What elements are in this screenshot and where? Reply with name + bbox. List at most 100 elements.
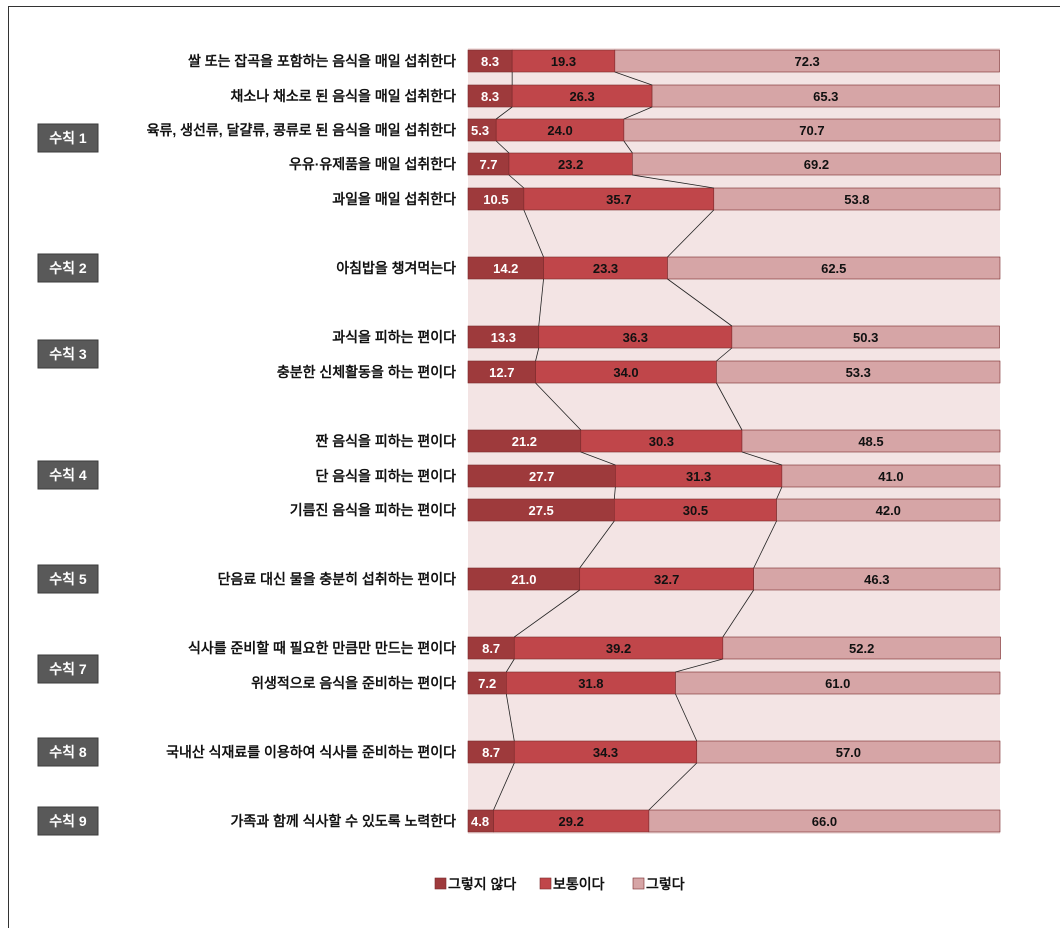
rule-box-label-2: 수칙 2 [49, 260, 87, 276]
data-label-1-row-4: 7.7 [479, 157, 497, 172]
bar-segment-3-row-5 [713, 187, 1001, 211]
data-label-2-row-7: 36.3 [623, 330, 648, 345]
rule-box-2 [37, 253, 99, 283]
category-label-4: 우유·유제품을 매일 섭취한다 [289, 156, 456, 172]
rule-box-5 [37, 564, 99, 594]
category-label-16: 가족과 함께 식사할 수 있도록 노력한다 [230, 813, 456, 829]
category-label-11: 기름진 음식을 피하는 편이다 [290, 502, 456, 518]
data-label-2-row-8: 34.0 [613, 365, 638, 380]
rule-box-3 [37, 339, 99, 369]
bar-segment-3-row-13 [722, 636, 1001, 660]
category-label-6: 아침밥을 챙겨먹는다 [336, 260, 456, 276]
legend-label-1: 그렇지 않다 [448, 876, 516, 892]
legend-swatch-2 [539, 877, 552, 890]
data-label-1-row-16: 4.8 [471, 814, 489, 829]
connector-line-1 [493, 72, 616, 811]
bar-segment-3-row-11 [776, 498, 1001, 522]
data-label-2-row-16: 29.2 [559, 814, 584, 829]
data-label-3-row-2: 65.3 [813, 89, 838, 104]
rule-box-7 [37, 737, 99, 767]
bar-segment-3-row-14 [675, 671, 1001, 695]
data-label-2-row-15: 34.3 [593, 745, 618, 760]
category-label-8: 충분한 신체활동을 하는 편이다 [277, 364, 456, 380]
data-label-1-row-11: 27.5 [528, 503, 553, 518]
data-label-1-row-9: 21.2 [512, 434, 537, 449]
rule-box-label-7: 수칙 8 [49, 744, 87, 760]
data-label-2-row-14: 31.8 [578, 676, 603, 691]
data-label-3-row-15: 57.0 [836, 745, 861, 760]
data-label-2-row-12: 32.7 [654, 572, 679, 587]
bar-segment-3-row-9 [741, 429, 1001, 453]
data-label-3-row-8: 53.3 [846, 365, 871, 380]
data-label-3-row-7: 50.3 [853, 330, 878, 345]
bar-segment-3-row-10 [781, 464, 1001, 488]
category-label-2: 채소나 채소로 된 음식을 매일 섭취한다 [230, 88, 456, 104]
rule-box-6 [37, 654, 99, 684]
data-label-1-row-3: 5.3 [471, 123, 489, 138]
data-label-2-row-9: 30.3 [649, 434, 674, 449]
data-label-2-row-5: 35.7 [606, 192, 631, 207]
data-label-2-row-3: 24.0 [547, 123, 572, 138]
category-label-14: 위생적으로 음식을 준비하는 편이다 [251, 675, 456, 691]
data-label-3-row-12: 46.3 [864, 572, 889, 587]
data-label-3-row-13: 52.2 [849, 641, 874, 656]
data-label-2-row-10: 31.3 [686, 469, 711, 484]
bar-segment-3-row-12 [753, 567, 1001, 591]
category-label-3: 육류, 생선류, 달걀류, 콩류로 된 음식을 매일 섭취한다 [147, 122, 456, 138]
bar-segment-3-row-1 [614, 49, 1000, 73]
data-label-3-row-11: 42.0 [876, 503, 901, 518]
data-label-3-row-16: 66.0 [812, 814, 837, 829]
data-label-1-row-10: 27.7 [529, 469, 554, 484]
chart-frame [8, 6, 1060, 928]
data-label-3-row-10: 41.0 [878, 469, 903, 484]
data-label-2-row-6: 23.3 [593, 261, 618, 276]
data-label-2-row-1: 19.3 [551, 54, 576, 69]
legend-label-3: 그렇다 [646, 876, 685, 892]
rule-box-label-3: 수칙 3 [49, 346, 87, 362]
bar-segment-3-row-16 [648, 809, 1001, 833]
data-label-3-row-5: 53.8 [844, 192, 869, 207]
data-label-1-row-7: 13.3 [491, 330, 516, 345]
data-label-1-row-2: 8.3 [481, 89, 499, 104]
category-label-13: 식사를 준비할 때 필요한 만큼만 만드는 편이다 [188, 640, 456, 656]
connector-line-2 [614, 71, 783, 811]
bar-segment-3-row-4 [632, 152, 1001, 176]
data-label-2-row-4: 23.2 [558, 157, 583, 172]
bar-segment-3-row-2 [651, 84, 1000, 108]
data-label-1-row-14: 7.2 [478, 676, 496, 691]
data-label-3-row-9: 48.5 [858, 434, 883, 449]
data-label-1-row-5: 10.5 [483, 192, 508, 207]
data-label-3-row-14: 61.0 [825, 676, 850, 691]
bar-segment-3-row-15 [696, 740, 1001, 764]
rule-box-1 [37, 123, 99, 153]
legend-swatch-1 [434, 877, 447, 890]
category-label-9: 짠 음식을 피하는 편이다 [316, 433, 457, 449]
category-label-12: 단음료 대신 물을 충분히 섭취하는 편이다 [218, 571, 457, 587]
data-label-1-row-15: 8.7 [482, 745, 500, 760]
bar-segment-3-row-3 [623, 118, 1001, 142]
legend-swatch-3 [632, 877, 645, 890]
data-label-1-row-6: 14.2 [493, 261, 518, 276]
bar-segment-3-row-7 [731, 325, 1000, 349]
data-label-3-row-4: 69.2 [804, 157, 829, 172]
bar-segment-3-row-8 [716, 360, 1001, 384]
category-label-5: 과일을 매일 섭취한다 [332, 191, 456, 207]
rule-box-label-8: 수칙 9 [49, 813, 87, 829]
category-label-7: 과식을 피하는 편이다 [332, 329, 456, 345]
category-label-10: 단 음식을 피하는 편이다 [316, 468, 457, 484]
legend-label-2: 보통이다 [553, 876, 605, 892]
data-label-1-row-13: 8.7 [482, 641, 500, 656]
rule-box-4 [37, 460, 99, 490]
rule-box-label-4: 수칙 4 [49, 467, 87, 483]
rule-box-label-6: 수칙 7 [49, 661, 87, 677]
data-label-3-row-6: 62.5 [821, 261, 846, 276]
data-label-3-row-3: 70.7 [799, 123, 824, 138]
data-label-2-row-13: 39.2 [606, 641, 631, 656]
bar-segment-3-row-6 [667, 256, 1001, 280]
category-label-15: 국내산 식재료를 이용하여 식사를 준비하는 편이다 [166, 744, 456, 760]
rule-box-label-5: 수칙 5 [49, 571, 87, 587]
data-label-2-row-11: 30.5 [683, 503, 708, 518]
category-label-1: 쌀 또는 잡곡을 포함하는 음식을 매일 섭취한다 [188, 53, 456, 69]
rule-box-label-1: 수칙 1 [49, 130, 87, 146]
